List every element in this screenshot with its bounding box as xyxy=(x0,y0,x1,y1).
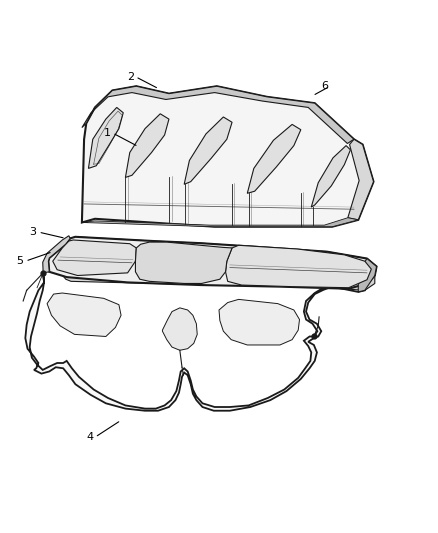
Polygon shape xyxy=(358,259,377,292)
Polygon shape xyxy=(184,117,232,184)
Text: 1: 1 xyxy=(104,128,111,138)
Polygon shape xyxy=(82,86,374,227)
Polygon shape xyxy=(311,146,350,207)
Polygon shape xyxy=(219,300,300,345)
Text: 4: 4 xyxy=(86,432,93,442)
Polygon shape xyxy=(43,236,70,273)
Polygon shape xyxy=(82,86,354,143)
Polygon shape xyxy=(135,242,232,284)
Polygon shape xyxy=(53,240,136,276)
Polygon shape xyxy=(348,139,374,220)
Text: 6: 6 xyxy=(321,81,328,91)
Polygon shape xyxy=(88,108,123,168)
Polygon shape xyxy=(82,217,358,227)
Polygon shape xyxy=(61,237,377,290)
Polygon shape xyxy=(162,308,197,350)
Text: 3: 3 xyxy=(30,227,37,237)
Polygon shape xyxy=(247,124,301,193)
Polygon shape xyxy=(25,273,367,411)
Polygon shape xyxy=(125,114,169,177)
Text: 5: 5 xyxy=(17,256,24,266)
Polygon shape xyxy=(226,245,371,288)
Polygon shape xyxy=(48,237,377,289)
Polygon shape xyxy=(47,293,121,336)
Text: 2: 2 xyxy=(127,71,134,82)
